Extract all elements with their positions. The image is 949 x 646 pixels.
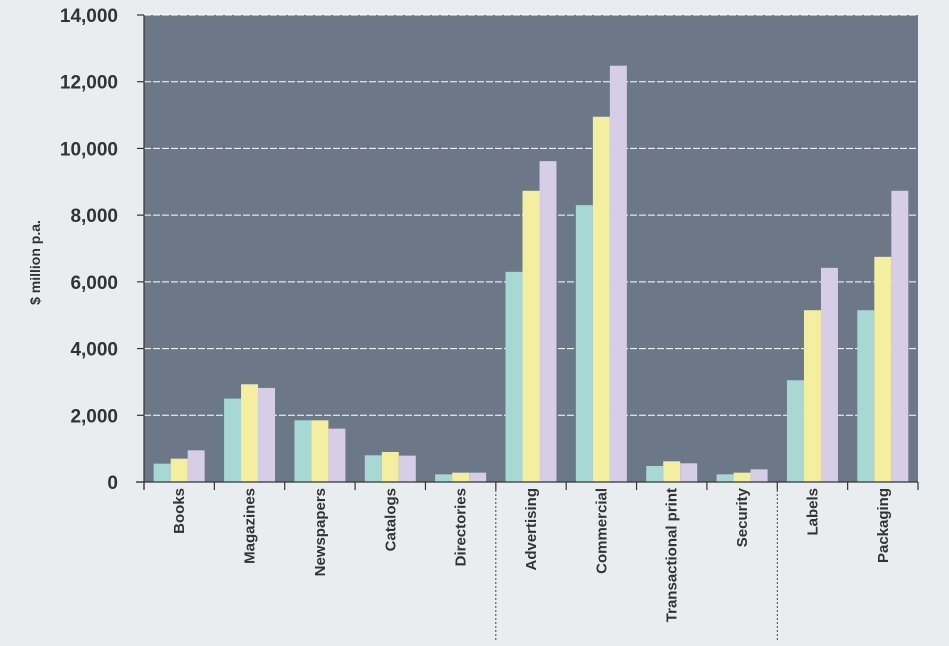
bar [680, 463, 698, 482]
bar [874, 256, 892, 482]
x-tick-label: Labels [804, 488, 821, 536]
bar [311, 420, 329, 482]
bar [592, 116, 610, 482]
bar [820, 267, 838, 482]
x-tick-label: Transactional print [664, 488, 681, 622]
bar [646, 465, 664, 482]
x-tick-label: Magazines [242, 488, 259, 564]
bar [857, 310, 875, 482]
x-tick-label: Advertising [523, 488, 540, 571]
bar [750, 469, 768, 482]
bar [505, 271, 523, 482]
bar [258, 387, 276, 482]
bar [803, 310, 821, 482]
bar [716, 474, 734, 482]
bar [786, 380, 804, 482]
bars [153, 65, 909, 483]
bar [294, 420, 312, 482]
tick-labels: 0 2,000 4,000 6,000 8,000 10,000 12,000 14,000 B… [60, 6, 892, 622]
bar [733, 472, 751, 482]
x-tick-label: Directories [453, 488, 470, 566]
x-tick-label: Commercial [593, 488, 610, 574]
y-tick-label: 12,000 [60, 73, 118, 94]
x-tick-label: Newspapers [312, 488, 329, 576]
bar [575, 205, 593, 482]
bar [328, 428, 346, 482]
y-tick-label: 0 [107, 473, 118, 494]
bar [539, 161, 557, 482]
bar [452, 472, 470, 482]
bar [187, 450, 205, 482]
bar [522, 190, 540, 482]
bar [381, 451, 399, 482]
bar [170, 458, 188, 482]
bar [435, 474, 453, 482]
bar [663, 461, 681, 482]
bar [398, 455, 416, 482]
x-tick-label: Books [171, 488, 188, 534]
x-tick-label: Catalogs [382, 488, 399, 551]
y-tick-label: 8,000 [70, 206, 118, 227]
bar [364, 455, 382, 482]
y-tick-label: 4,000 [70, 340, 118, 361]
bar [224, 398, 242, 482]
y-tick-label: 6,000 [70, 273, 118, 294]
bar [241, 384, 259, 482]
axes [136, 14, 919, 641]
y-axis-label: $ million p.a. [27, 220, 43, 305]
bar [469, 472, 487, 482]
bar [609, 65, 627, 483]
y-tick-label: 10,000 [60, 139, 118, 160]
bar [153, 463, 171, 482]
y-tick-label: 2,000 [70, 406, 118, 427]
x-tick-label: Packaging [875, 488, 892, 563]
y-tick-label: 14,000 [60, 6, 118, 27]
bar [891, 190, 909, 482]
x-tick-label: Security [734, 487, 751, 547]
